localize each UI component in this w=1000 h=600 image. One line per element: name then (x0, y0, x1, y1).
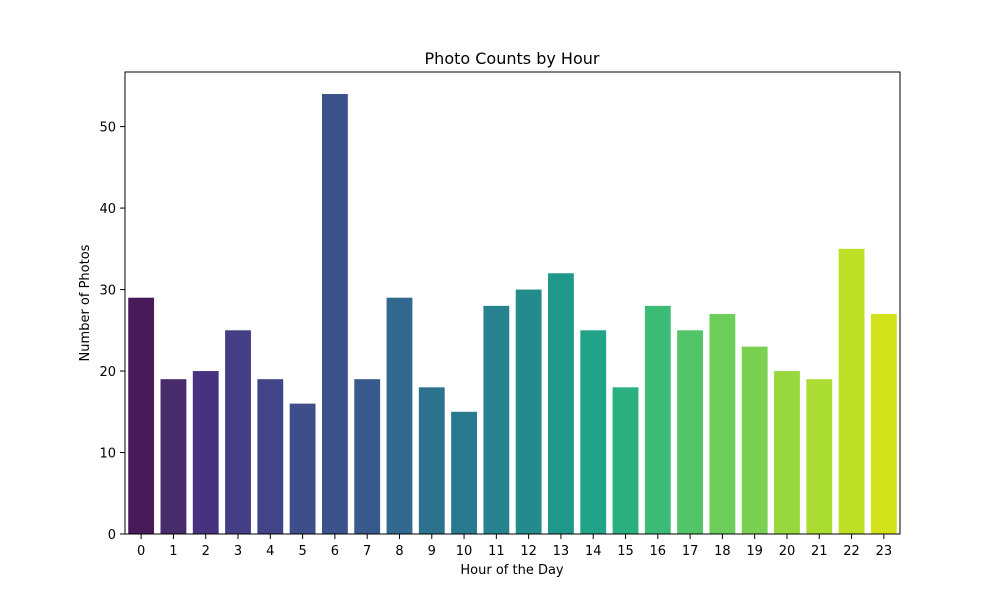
bar-hour-0 (128, 297, 155, 534)
x-tick-label: 8 (395, 544, 403, 559)
x-tick-label: 14 (585, 544, 602, 559)
bar-hour-9 (418, 387, 445, 534)
x-axis-ticks: 0 1 2 3 4 5 6 7 8 9 10 11 12 13 14 15 16 17 18 19 20 21 22 23 (137, 534, 892, 559)
y-tick-label: 30 (99, 284, 116, 299)
x-tick-label: 10 (456, 544, 473, 559)
x-tick-label: 4 (266, 544, 274, 559)
x-tick-label: 17 (682, 544, 699, 559)
plot-frame (124, 71, 901, 535)
chart-title: Photo Counts by Hour (425, 49, 600, 68)
bars-group (128, 94, 897, 534)
bar-hour-18 (709, 314, 736, 534)
bar-hour-19 (741, 346, 768, 534)
x-tick-label: 13 (553, 544, 570, 559)
x-tick-label: 16 (650, 544, 667, 559)
bar-hour-16 (644, 305, 671, 534)
bar-hour-6 (321, 94, 348, 534)
bar-hour-15 (612, 387, 639, 534)
bar-hour-4 (257, 379, 284, 534)
bar-hour-17 (677, 330, 704, 534)
bar-hour-20 (774, 371, 800, 534)
x-tick-label: 2 (202, 544, 210, 559)
x-tick-label: 1 (169, 544, 177, 559)
bar-hour-11 (483, 305, 510, 534)
x-tick-label: 11 (488, 544, 505, 559)
bar-hour-14 (580, 330, 607, 534)
x-tick-label: 7 (363, 544, 371, 559)
y-tick-label: 40 (99, 202, 116, 217)
y-axis-label: Number of Photos (78, 244, 93, 361)
x-tick-label: 19 (746, 544, 763, 559)
bar-hour-13 (548, 273, 574, 534)
bar-hour-21 (806, 379, 833, 534)
bar-hour-1 (160, 379, 187, 534)
x-tick-label: 9 (428, 544, 436, 559)
x-tick-label: 20 (779, 544, 796, 559)
bar-hour-22 (838, 248, 865, 534)
bar-hour-2 (192, 371, 219, 534)
x-tick-label: 23 (876, 544, 893, 559)
bar-hour-5 (289, 403, 316, 534)
x-axis-label: Hour of the Day (460, 563, 564, 578)
y-tick-label: 10 (99, 447, 116, 462)
bar-hour-23 (870, 314, 897, 534)
x-tick-label: 0 (137, 544, 145, 559)
bar-hour-7 (354, 379, 381, 534)
x-tick-label: 18 (714, 544, 731, 559)
x-tick-label: 3 (234, 544, 242, 559)
y-tick-label: 50 (99, 121, 116, 136)
x-tick-label: 6 (331, 544, 339, 559)
x-tick-label: 22 (843, 544, 860, 559)
x-tick-label: 12 (520, 544, 537, 559)
bar-hour-12 (515, 289, 542, 534)
x-tick-label: 5 (298, 544, 306, 559)
bar-hour-3 (225, 330, 251, 534)
x-tick-label: 15 (617, 544, 634, 559)
y-axis-ticks: 0 10 20 30 40 50 (99, 121, 125, 543)
y-tick-label: 20 (99, 365, 116, 380)
x-tick-label: 21 (811, 544, 828, 559)
bar-hour-10 (451, 411, 477, 534)
bar-hour-8 (386, 297, 413, 534)
y-tick-label: 0 (108, 528, 116, 543)
